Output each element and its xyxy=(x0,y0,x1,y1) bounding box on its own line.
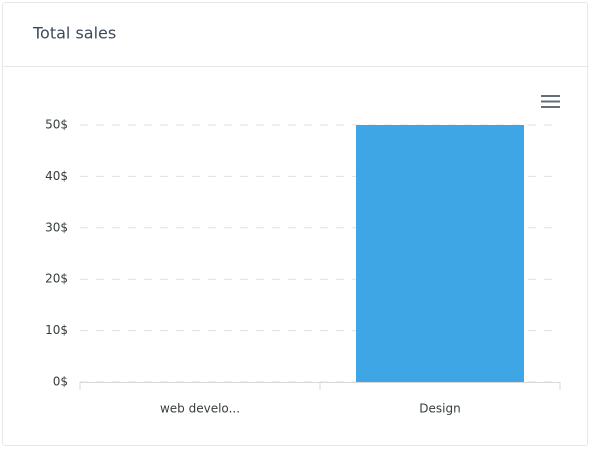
y-tick-label: 30$ xyxy=(45,220,68,234)
menu-icon[interactable] xyxy=(541,95,560,108)
y-tick-label: 50$ xyxy=(45,118,68,132)
card-title: Total sales xyxy=(32,24,116,43)
x-tick-label: Design xyxy=(419,402,460,416)
card xyxy=(2,2,588,446)
y-tick-label: 0$ xyxy=(53,375,68,389)
x-tick-label: web develo... xyxy=(160,402,240,416)
y-tick-label: 20$ xyxy=(45,272,68,286)
bar xyxy=(356,125,524,382)
y-tick-label: 10$ xyxy=(45,323,68,337)
y-tick-label: 40$ xyxy=(45,169,68,183)
